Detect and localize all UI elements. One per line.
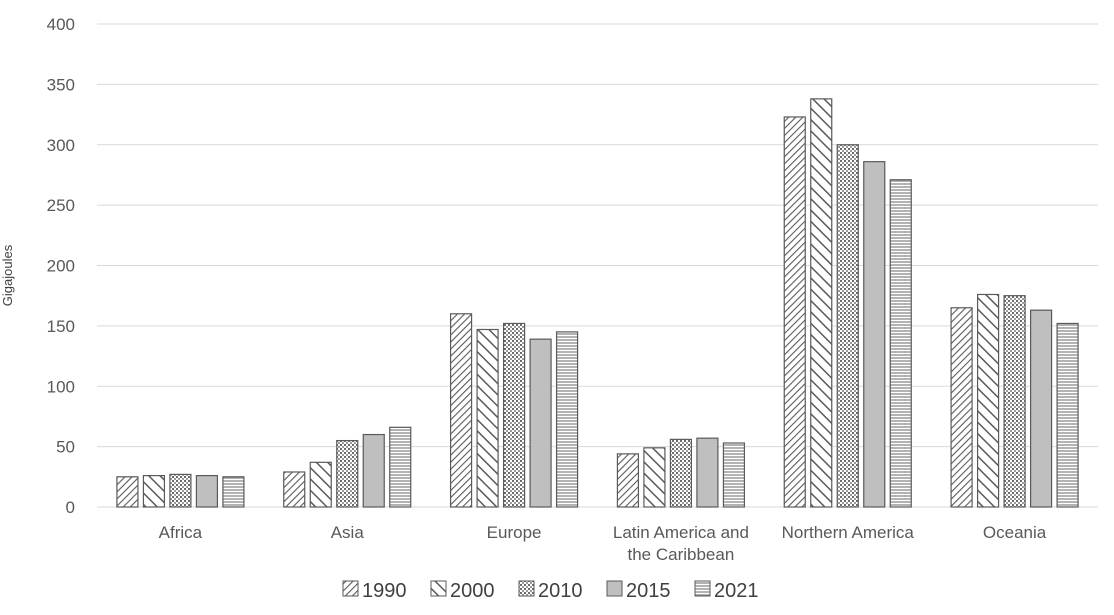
bar-2015 bbox=[195, 475, 219, 508]
x-category-label: Europe bbox=[487, 523, 542, 542]
bar-2010 bbox=[836, 144, 859, 508]
x-category-label: Oceania bbox=[983, 523, 1047, 542]
bar-2010 bbox=[1003, 295, 1026, 508]
x-category-label: Africa bbox=[159, 523, 203, 542]
y-tick-label: 100 bbox=[47, 377, 75, 396]
bar-2015 bbox=[696, 437, 719, 508]
y-axis-title: Gigajoules bbox=[0, 244, 15, 306]
y-tick-label: 200 bbox=[47, 257, 75, 276]
bar-2010 bbox=[336, 439, 359, 508]
legend-label: 2000 bbox=[450, 580, 495, 602]
y-tick-label: 300 bbox=[47, 136, 75, 155]
legend-label: 1990 bbox=[362, 580, 407, 602]
y-tick-label: 350 bbox=[47, 75, 75, 94]
legend-swatch-2015 bbox=[606, 580, 623, 597]
legend-swatch-2021 bbox=[694, 580, 711, 597]
bar-1990 bbox=[783, 116, 806, 508]
legend-label: 2015 bbox=[626, 580, 671, 602]
legend: 1990 2000 2010 2015 2021 bbox=[342, 580, 759, 602]
bar-2015 bbox=[1029, 309, 1053, 508]
legend-label: 2021 bbox=[714, 580, 759, 602]
y-tick-label: 250 bbox=[47, 196, 75, 215]
bar-2010 bbox=[502, 322, 526, 508]
y-tick-label: 400 bbox=[47, 15, 75, 34]
x-category-label: the Caribbean bbox=[628, 545, 735, 564]
legend-swatch-2000 bbox=[430, 580, 447, 597]
bar-1990 bbox=[116, 476, 139, 508]
x-category-label: Northern America bbox=[782, 523, 915, 542]
x-category-label: Asia bbox=[331, 523, 365, 542]
bars bbox=[116, 98, 1079, 508]
bar-2000 bbox=[309, 461, 332, 508]
bar-1990 bbox=[283, 471, 306, 508]
y-tick-label: 50 bbox=[56, 438, 75, 457]
y-tick-label: 0 bbox=[66, 498, 75, 517]
x-category-label: Latin America and bbox=[613, 523, 749, 542]
legend-swatch-1990 bbox=[342, 580, 359, 597]
y-tick-label: 150 bbox=[47, 317, 75, 336]
legend-label: 2010 bbox=[538, 580, 583, 602]
bar-1990 bbox=[950, 307, 973, 508]
bar-2000 bbox=[643, 447, 666, 508]
gridlines bbox=[97, 23, 1098, 508]
x-axis-category-labels: Africa Asia Europe Latin America and the Car… bbox=[159, 523, 1047, 564]
bar-2015 bbox=[529, 338, 552, 508]
y-axis-tick-labels: 0 50 100 150 200 250 300 350 400 bbox=[47, 15, 75, 517]
bar-2021 bbox=[1056, 322, 1079, 508]
legend-swatch-2010 bbox=[518, 580, 535, 597]
bar-2021 bbox=[722, 442, 746, 508]
bar-2015 bbox=[362, 433, 385, 508]
bar-2000 bbox=[810, 98, 833, 508]
bar-2021 bbox=[555, 331, 579, 508]
bar-2000 bbox=[476, 328, 499, 508]
bar-2010 bbox=[169, 473, 192, 508]
bar-2000 bbox=[976, 293, 1000, 508]
bar-2015 bbox=[863, 161, 886, 508]
bar-2021 bbox=[222, 476, 245, 508]
bar-2010 bbox=[669, 438, 693, 508]
bar-1990 bbox=[449, 313, 473, 508]
bar-2021 bbox=[389, 426, 412, 508]
bar-1990 bbox=[616, 453, 640, 508]
bar-2021 bbox=[889, 179, 912, 508]
bar-2000 bbox=[142, 475, 166, 508]
